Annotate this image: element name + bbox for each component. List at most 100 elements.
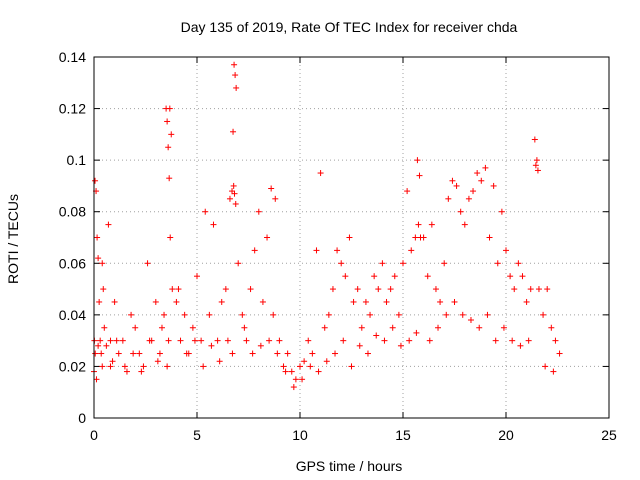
data-point — [449, 177, 456, 184]
data-point — [542, 363, 549, 370]
data-point — [222, 286, 229, 293]
data-point — [445, 195, 452, 202]
data-point — [540, 311, 547, 318]
data-point — [490, 182, 497, 189]
data-point — [100, 286, 107, 293]
data-point — [166, 175, 173, 182]
data-point — [105, 221, 112, 228]
data-point — [274, 350, 281, 357]
data-point — [230, 128, 237, 135]
data-point — [428, 221, 435, 228]
data-point — [144, 260, 151, 267]
plot-frame — [93, 56, 610, 419]
data-point — [408, 247, 415, 254]
data-point — [383, 298, 390, 305]
data-point — [416, 172, 423, 179]
data-point — [441, 260, 448, 267]
data-point — [177, 337, 184, 344]
data-point — [478, 177, 485, 184]
data-point — [272, 195, 279, 202]
data-point — [364, 350, 371, 357]
data-point — [98, 350, 105, 357]
data-point — [424, 273, 431, 280]
data-point — [523, 298, 530, 305]
data-point — [379, 260, 386, 267]
data-point — [354, 286, 361, 293]
data-point — [224, 337, 231, 344]
data-point — [367, 311, 374, 318]
data-point — [218, 298, 225, 305]
data-point — [494, 260, 501, 267]
grid-layer — [94, 57, 609, 418]
data-point — [229, 350, 236, 357]
data-point — [332, 350, 339, 357]
data-point — [194, 273, 200, 280]
data-point — [233, 84, 240, 91]
data-point — [235, 260, 242, 267]
data-point — [92, 350, 99, 357]
x-tick-label: 5 — [193, 427, 201, 443]
data-point — [317, 170, 324, 177]
data-point — [527, 286, 534, 293]
data-point — [226, 195, 233, 202]
data-point — [309, 350, 316, 357]
data-point — [198, 337, 205, 344]
data-point — [111, 298, 118, 305]
data-point — [334, 247, 341, 254]
data-point — [323, 358, 330, 365]
data-point — [503, 247, 509, 254]
data-point — [168, 131, 175, 138]
data-point — [164, 363, 171, 370]
data-point — [404, 188, 411, 195]
data-point — [415, 221, 422, 228]
data-point — [206, 311, 213, 318]
data-point — [101, 324, 108, 331]
y-tick-label: 0.02 — [59, 358, 86, 374]
data-point — [451, 298, 458, 305]
y-tick-label: 0.08 — [59, 204, 86, 220]
data-points — [91, 61, 563, 391]
data-point — [107, 337, 114, 344]
data-point — [210, 221, 217, 228]
data-point — [216, 358, 223, 365]
data-point — [356, 342, 363, 349]
data-point — [97, 337, 104, 344]
data-point — [533, 157, 540, 164]
data-point — [346, 234, 353, 241]
data-point — [484, 311, 491, 318]
data-point — [299, 376, 306, 383]
data-point — [531, 136, 538, 143]
data-point — [548, 324, 555, 331]
data-point — [517, 342, 524, 349]
data-point — [208, 342, 215, 349]
data-point — [107, 363, 114, 370]
data-point — [474, 170, 481, 177]
data-point — [305, 337, 312, 344]
data-point — [400, 260, 406, 267]
data-point — [239, 311, 246, 318]
data-point — [459, 311, 466, 318]
data-point — [268, 185, 275, 192]
data-point — [232, 72, 239, 79]
data-point — [397, 342, 404, 349]
data-point — [200, 363, 207, 370]
data-point — [325, 311, 332, 318]
data-point — [231, 190, 238, 197]
data-point — [313, 247, 320, 254]
data-point — [556, 350, 563, 357]
data-point — [443, 311, 450, 318]
data-point — [123, 368, 130, 375]
data-point — [290, 384, 297, 391]
data-point — [214, 337, 221, 344]
data-point — [486, 234, 493, 241]
data-point — [381, 337, 388, 344]
data-point — [136, 350, 143, 357]
data-point — [249, 350, 256, 357]
data-point — [166, 105, 173, 112]
data-point — [284, 350, 291, 357]
data-point — [519, 273, 526, 280]
data-point — [95, 255, 102, 262]
data-point — [406, 337, 413, 344]
data-point — [348, 363, 355, 370]
